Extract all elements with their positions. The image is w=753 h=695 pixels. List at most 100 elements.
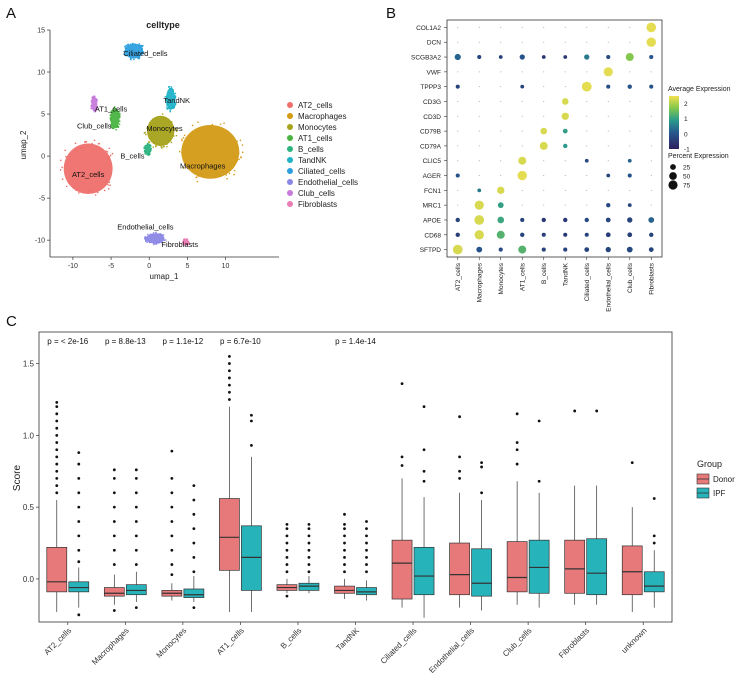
outlier-at2-cells-donor	[55, 405, 59, 409]
umap-point-at1-cells	[118, 116, 121, 119]
dotplot-point-sftpd-endothelial-cells	[605, 246, 611, 253]
legend-label-ipf: IPF	[713, 489, 726, 498]
dotplot-point-sftpd-ciliated-cells	[584, 247, 590, 252]
umap-point-at2-cells	[65, 155, 67, 158]
boxplot-x-tick-label-ciliated-cells: Ciliated_cells	[379, 626, 419, 666]
pvalue-at1-cells: p = 6.7e-10	[220, 337, 261, 346]
umap-point-fibroblasts	[185, 244, 187, 246]
panel-label-b: B	[386, 5, 396, 22]
outlier-endothelial-cells-ipf	[480, 461, 483, 465]
umap-point-endothelial-cells	[153, 243, 155, 245]
outlier-at2-cells-donor	[55, 491, 59, 495]
umap-point-endothelial-cells	[160, 241, 163, 244]
umap-point-endothelial-cells	[161, 234, 164, 237]
umap-point-at2-cells	[106, 179, 108, 182]
dotplot-gene-label-ager: AGER	[423, 173, 442, 180]
outlier-tandnk-donor	[343, 570, 346, 574]
dotplot-celltype-label-at1-cells: AT1_cells	[519, 262, 526, 291]
dotplot-empty-dot	[650, 204, 652, 206]
umap-point-at2-cells	[107, 184, 109, 186]
box-endothelial-cells-ipf	[471, 548, 492, 597]
umap-point-club-cells	[91, 99, 93, 101]
outlier-at1-cells-donor	[228, 376, 231, 380]
umap-label-b-cells: B_cells	[120, 152, 144, 161]
dotplot-empty-dot	[457, 41, 459, 43]
umap-point-tandnk	[164, 96, 166, 98]
umap-point-ciliated-cells	[124, 45, 126, 48]
dotplot-point-apoe-tandnk	[563, 217, 568, 223]
umap-point-monocytes	[173, 135, 175, 137]
dotplot-empty-dot	[457, 160, 459, 162]
dotplot-point-tppp3-at2-cells	[455, 84, 460, 89]
umap-point-macrophages	[211, 123, 214, 126]
dotplot-empty-dot	[478, 115, 480, 117]
umap-point-tandnk	[174, 102, 177, 105]
umap-point-at1-cells	[111, 111, 113, 113]
outlier-b-cells-donor	[285, 548, 289, 552]
umap-scatter-plot: celltype AT2_cellsMacrophagesMonocytesAT…	[19, 20, 358, 281]
umap-y-tick-label: 10	[37, 70, 45, 77]
outlier-monocytes-ipf	[192, 512, 196, 516]
box-macrophages-ipf	[125, 584, 147, 596]
umap-point-macrophages	[196, 180, 199, 183]
umap-point-club-cells	[91, 98, 94, 100]
umap-y-tick-label: -10	[35, 238, 45, 245]
umap-point-ciliated-cells	[124, 53, 127, 56]
dotplot-empty-dot	[543, 100, 545, 102]
boxplot-y-tick-label: 1.0	[23, 431, 35, 440]
box-monocytes-ipf	[183, 588, 205, 598]
boxplot-x-tick-label-endothelial-cells: Endothelial_cells	[427, 626, 476, 675]
dotplot-gene-label-cd68: CD68	[424, 232, 441, 239]
umap-point-monocytes	[149, 123, 151, 125]
dotplot-empty-dot	[457, 115, 459, 117]
umap-point-endothelial-cells	[151, 233, 154, 235]
colorbar-tick-label: 2	[684, 101, 688, 108]
umap-point-at1-cells	[111, 123, 113, 126]
dotplot-empty-dot	[586, 175, 588, 177]
dotplot-point-sftpd-at2-cells	[452, 244, 463, 255]
umap-point-monocytes	[158, 143, 161, 146]
dotplot-empty-dot	[543, 41, 545, 43]
umap-legend-label-tandnk: TandNK	[298, 156, 327, 165]
dotplot-point-apoe-endothelial-cells	[605, 217, 611, 223]
outlier-b-cells-donor	[285, 594, 289, 598]
umap-point-monocytes	[143, 132, 146, 134]
umap-legend-key-b-cells	[287, 146, 293, 152]
umap-point-macrophages	[183, 147, 186, 149]
umap-point-club-cells	[92, 109, 95, 112]
dotplot-empty-dot	[478, 86, 480, 88]
outlier-at1-cells-donor	[228, 369, 231, 373]
umap-y-tick-label: -5	[39, 196, 45, 203]
dotplot-empty-dot	[543, 115, 545, 117]
umap-point-at2-cells	[111, 152, 114, 155]
umap-x-tick-label: 5	[185, 263, 189, 270]
umap-point-at2-cells	[74, 189, 77, 191]
umap-point-endothelial-cells	[145, 240, 147, 243]
dotplot-celltype-labels: AT2_cells Macrophages Monocytes AT1_cells B_…	[455, 257, 655, 312]
dotplot-point-cd79b-tandnk	[562, 128, 568, 134]
dot-plot: COL1A2 DCN SCGB3A2 VWF TPPP3 CD3G CD3D CD79B CD7…	[411, 19, 731, 312]
umap-label-macrophages: Macrophages	[180, 162, 226, 171]
outlier-macrophages-ipf	[134, 520, 138, 523]
dotplot-empty-dot	[521, 115, 523, 117]
box-endothelial-cells-donor	[449, 542, 470, 596]
boxplot-y-tick-label: 0.0	[23, 575, 35, 584]
umap-point-tandnk	[173, 97, 176, 100]
dotplot-point-cd68-endothelial-cells	[605, 232, 611, 238]
umap-point-at2-cells	[96, 191, 99, 194]
boxplot-x-ticks: AT2_cells Macrophages Monocytes AT1_cells B_…	[42, 622, 649, 675]
umap-point-ciliated-cells	[140, 53, 143, 55]
dotplot-empty-dot	[586, 71, 588, 73]
dotplot-celltype-label-macrophages: Macrophages	[476, 262, 483, 302]
umap-legend-label-monocytes: Monocytes	[298, 123, 337, 132]
dotplot-empty-dot	[500, 41, 502, 43]
umap-point-macrophages	[241, 151, 244, 154]
outlier-b-cells-ipf	[307, 522, 311, 526]
umap-point-at1-cells	[113, 126, 115, 128]
dotplot-point-sftpd-macrophages	[476, 246, 483, 253]
dotplot-empty-dot	[650, 130, 652, 132]
dotplot-gene-label-mrc1: MRC1	[423, 203, 442, 210]
umap-legend-label-fibroblasts: Fibroblasts	[298, 200, 337, 209]
umap-point-at2-cells	[89, 190, 91, 192]
umap-point-at2-cells	[107, 158, 109, 160]
